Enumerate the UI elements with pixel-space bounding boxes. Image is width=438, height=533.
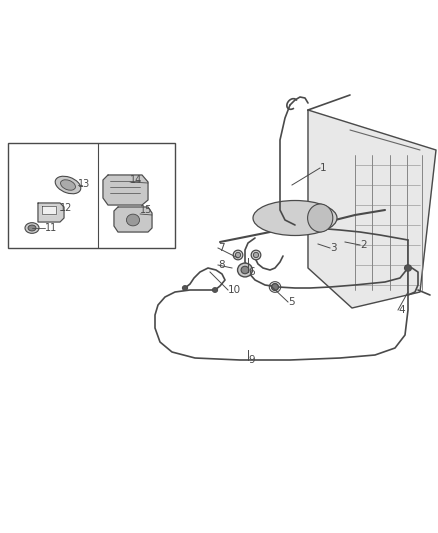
Ellipse shape	[127, 214, 140, 226]
Ellipse shape	[241, 266, 249, 274]
Ellipse shape	[251, 250, 261, 260]
Ellipse shape	[60, 180, 75, 190]
Ellipse shape	[55, 176, 81, 194]
Text: 1: 1	[320, 163, 327, 173]
Text: 9: 9	[248, 355, 254, 365]
Ellipse shape	[182, 286, 187, 290]
Ellipse shape	[253, 200, 337, 236]
Text: 7: 7	[218, 243, 225, 253]
Text: 6: 6	[248, 267, 254, 277]
Polygon shape	[114, 207, 152, 232]
Ellipse shape	[405, 265, 412, 271]
Polygon shape	[42, 206, 56, 214]
Ellipse shape	[237, 263, 252, 277]
Ellipse shape	[307, 204, 333, 232]
Ellipse shape	[272, 284, 279, 290]
Text: 5: 5	[288, 297, 295, 307]
Ellipse shape	[25, 223, 39, 233]
Ellipse shape	[235, 252, 240, 257]
Text: 14: 14	[130, 175, 142, 185]
Text: 3: 3	[330, 243, 337, 253]
Ellipse shape	[212, 288, 218, 293]
Text: 12: 12	[60, 203, 72, 213]
Ellipse shape	[233, 250, 243, 260]
Polygon shape	[308, 110, 436, 308]
Ellipse shape	[28, 225, 36, 231]
Text: 2: 2	[360, 240, 367, 250]
Text: 10: 10	[228, 285, 241, 295]
Text: 4: 4	[398, 305, 405, 315]
Text: 11: 11	[45, 223, 57, 233]
Polygon shape	[38, 203, 64, 222]
Text: 15: 15	[140, 205, 152, 215]
Text: 8: 8	[218, 260, 225, 270]
Bar	[8, 143, 175, 248]
Polygon shape	[103, 175, 148, 205]
Text: 13: 13	[78, 179, 90, 189]
Ellipse shape	[253, 252, 258, 257]
